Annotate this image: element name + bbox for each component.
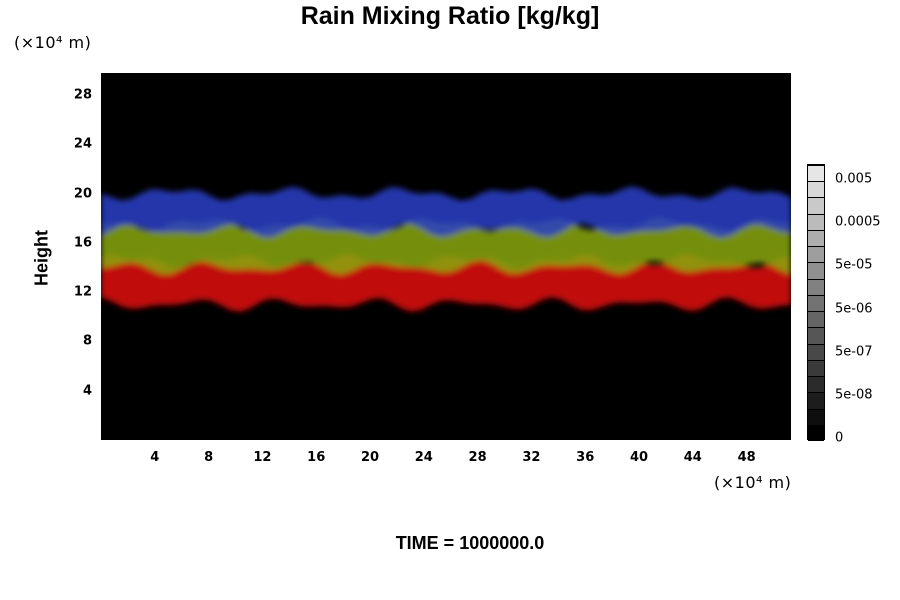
colorbar-label: 5e-08 bbox=[835, 387, 873, 403]
x-tick-label: 12 bbox=[253, 450, 272, 465]
y-axis-unit-label: (×10⁴ m) bbox=[14, 33, 92, 52]
colorbar-label: 5e-05 bbox=[835, 257, 873, 273]
y-tick-label: 8 bbox=[82, 333, 92, 349]
colorbar bbox=[807, 164, 825, 441]
x-tick-label: 44 bbox=[683, 450, 702, 465]
chart-title: Rain Mixing Ratio [kg/kg] bbox=[300, 2, 600, 30]
colorbar-swatch bbox=[808, 327, 824, 344]
colorbar-label: 5e-06 bbox=[835, 301, 873, 316]
y-tick-label: 16 bbox=[73, 235, 92, 251]
colorbar-swatch bbox=[808, 181, 824, 198]
x-tick-label: 28 bbox=[468, 450, 487, 465]
x-axis-unit-label: (×10⁴ m) bbox=[714, 473, 792, 492]
colorbar-label: 0 bbox=[835, 430, 844, 446]
colorbar-label: 0.0005 bbox=[835, 214, 881, 230]
x-tick-label: 20 bbox=[360, 450, 380, 465]
colorbar-swatch bbox=[808, 294, 824, 312]
colorbar-swatch bbox=[808, 311, 824, 328]
colorbar-swatch bbox=[808, 246, 824, 263]
heatmap-field bbox=[101, 186, 791, 312]
colorbar-swatch bbox=[808, 262, 824, 279]
colorbar-swatch bbox=[808, 424, 824, 441]
x-tick-label: 48 bbox=[737, 450, 756, 465]
colorbar-swatch bbox=[808, 165, 824, 182]
colorbar-swatch bbox=[808, 197, 824, 214]
colorbar-swatch bbox=[808, 392, 824, 409]
x-tick-label: 8 bbox=[204, 450, 214, 465]
colorbar-swatch bbox=[808, 278, 824, 295]
heatmap-layer bbox=[101, 186, 791, 238]
y-tick-label: 4 bbox=[82, 383, 92, 399]
colorbar-swatch bbox=[808, 376, 824, 393]
colorbar-label: 0.005 bbox=[835, 171, 873, 187]
x-tick-label: 36 bbox=[576, 450, 595, 465]
x-tick-label: 4 bbox=[150, 450, 160, 465]
colorbar-swatch bbox=[808, 229, 824, 247]
plot-area bbox=[101, 73, 791, 440]
x-tick-label: 24 bbox=[414, 450, 433, 465]
colorbar-swatch bbox=[808, 408, 824, 425]
colorbar-swatch bbox=[808, 213, 824, 230]
colorbar-swatch bbox=[808, 343, 824, 360]
colorbar-label: 5e-07 bbox=[835, 344, 873, 360]
time-footer: TIME = 1000000.0 bbox=[395, 533, 545, 553]
x-tick-label: 16 bbox=[307, 450, 326, 465]
x-tick-label: 40 bbox=[629, 450, 649, 465]
colorbar-swatch bbox=[808, 359, 824, 377]
y-tick-label: 20 bbox=[73, 186, 92, 202]
y-tick-label: 24 bbox=[73, 136, 92, 152]
y-axis-label: Height bbox=[31, 230, 52, 286]
y-tick-label: 12 bbox=[73, 284, 92, 300]
y-tick-label: 28 bbox=[73, 87, 92, 103]
x-tick-label: 32 bbox=[522, 450, 541, 465]
